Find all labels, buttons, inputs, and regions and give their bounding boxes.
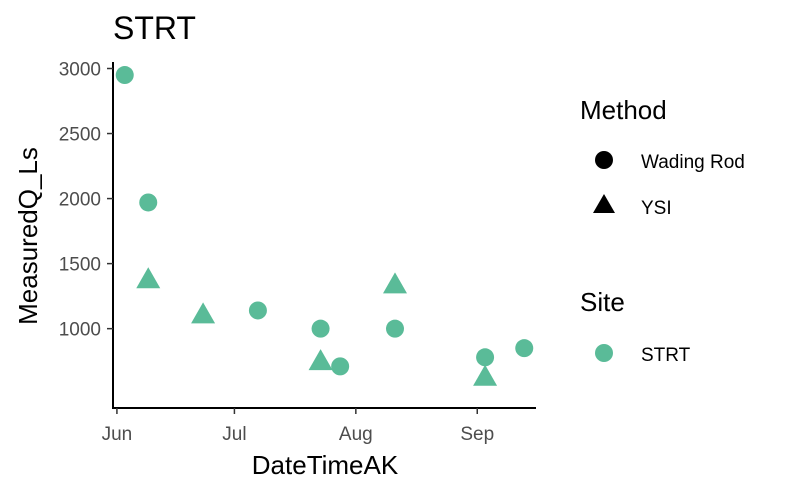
- y-tick-label: 2500: [59, 125, 101, 146]
- legend-circle-key: [595, 151, 613, 169]
- data-point-wading-rod: [115, 66, 134, 85]
- data-point-wading-rod: [476, 348, 495, 367]
- y-tick-label: 1000: [59, 320, 101, 341]
- axes: 1000 1500 2000 2500 3000 Jun Jul Aug Sep: [59, 60, 536, 445]
- data-point-wading-rod: [139, 193, 158, 212]
- y-axis-title: MeasuredQ_Ls: [13, 147, 43, 325]
- data-point-wading-rod: [331, 357, 350, 376]
- data-points: [115, 66, 534, 386]
- legend-item-ysi: YSI: [641, 198, 672, 219]
- legend-method-title: Method: [580, 95, 667, 125]
- legend-item-wading-rod: Wading Rod: [641, 152, 745, 173]
- legend-item-strt: STRT: [641, 345, 691, 366]
- data-point-ysi: [191, 302, 216, 324]
- x-tick-label: Jul: [222, 424, 246, 445]
- legend: Method Wading Rod YSI Site STRT: [580, 95, 745, 366]
- data-point-ysi: [136, 267, 161, 289]
- x-tick-label: Aug: [339, 424, 373, 445]
- legend-triangle-key: [593, 194, 615, 213]
- y-tick-label: 1500: [59, 255, 101, 276]
- x-tick-label: Sep: [460, 424, 494, 445]
- data-point-ysi: [308, 349, 333, 371]
- y-tick-label: 2000: [59, 190, 101, 211]
- data-point-ysi: [383, 272, 407, 294]
- x-axis-title: DateTimeAK: [252, 450, 399, 480]
- data-point-ysi: [473, 364, 498, 386]
- y-tick-label: 3000: [59, 60, 101, 81]
- data-point-wading-rod: [248, 301, 267, 320]
- data-point-wading-rod: [311, 319, 330, 338]
- x-tick-label: Jun: [102, 424, 133, 445]
- data-point-wading-rod: [515, 339, 534, 358]
- legend-site-title: Site: [580, 287, 625, 317]
- chart-title: STRT: [113, 10, 196, 46]
- data-point-wading-rod: [386, 319, 404, 338]
- legend-site-key: [595, 344, 613, 362]
